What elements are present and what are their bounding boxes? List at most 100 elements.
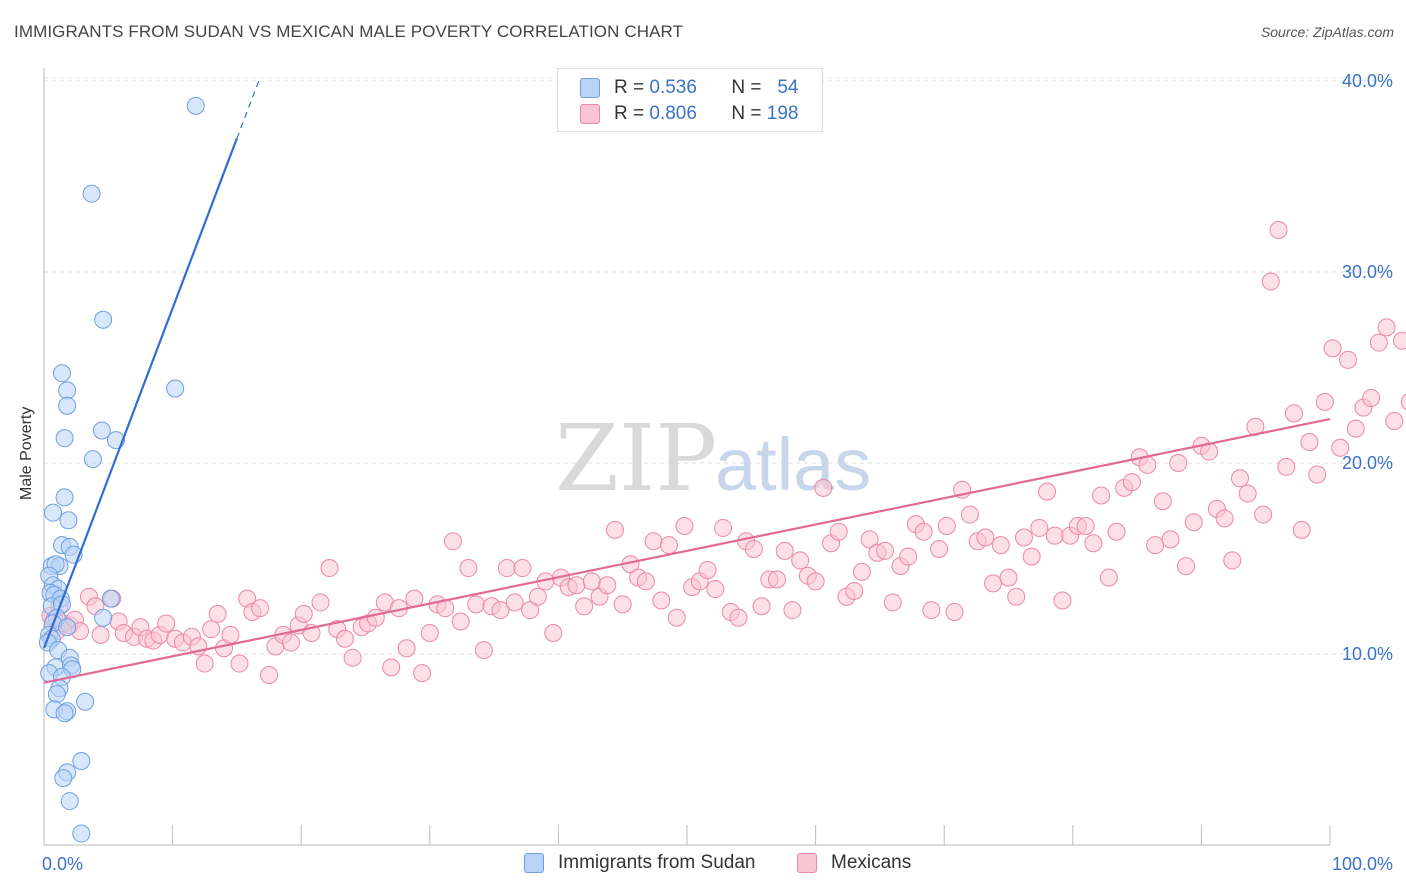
mexicans-point-173: [1339, 350, 1358, 369]
mexicans-point-60: [467, 595, 486, 614]
sudan-point-8: [92, 421, 111, 440]
mexicans-point-122: [945, 602, 964, 621]
mexicans-point-66: [513, 559, 532, 578]
mexicans-point-43: [335, 629, 354, 648]
sudan-points: [38, 96, 205, 843]
legend-r-label: R =: [614, 103, 645, 124]
sudan-point-2: [94, 310, 113, 329]
sudan-point-7: [55, 429, 74, 448]
chart-title: IMMIGRANTS FROM SUDAN VS MEXICAN MALE PO…: [14, 22, 684, 41]
mexicans-point-63: [491, 601, 510, 620]
mexicans-point-61: [474, 641, 493, 660]
mexicans-point-131: [1014, 528, 1033, 547]
mexicans-trend-line: [43, 417, 1331, 684]
y-tick-label-0: 10.0%: [1342, 644, 1393, 664]
mexicans-point-77: [598, 576, 617, 595]
legend-n-value-mexicans: 198: [766, 103, 799, 124]
mexicans-point-99: [768, 570, 787, 589]
mexicans-point-84: [652, 591, 671, 610]
legend-n-label: N =: [731, 77, 762, 98]
sudan-point-45: [76, 692, 95, 711]
mexicans-point-126: [976, 528, 995, 547]
mexicans-point-151: [1169, 454, 1188, 472]
mexicans-point-49: [382, 658, 401, 677]
series-swatch-mexicans: [797, 853, 817, 873]
mexicans-point-145: [1122, 473, 1141, 492]
mexicans-point-113: [876, 541, 895, 560]
mexicans-point-90: [698, 560, 717, 579]
sudan-point-49: [72, 751, 91, 770]
sudan-point-3: [53, 364, 72, 383]
mexicans-point-180: [1393, 331, 1406, 350]
mexicans-point-58: [451, 612, 470, 631]
mexicans-point-87: [675, 517, 694, 536]
mexicans-point-159: [1230, 469, 1249, 488]
mexicans-point-105: [814, 478, 833, 497]
mexicans-point-127: [984, 574, 1003, 593]
mexicans-point-163: [1261, 272, 1280, 291]
mexicans-point-65: [505, 593, 524, 612]
sudan-point-12: [44, 503, 63, 522]
mexicans-point-94: [729, 608, 748, 627]
legend-row-sudan: R = 0.536 N = 54: [580, 77, 798, 99]
y-tick-label-2: 30.0%: [1342, 262, 1393, 282]
mexicans-point-174: [1346, 419, 1365, 438]
mexicans-point-160: [1238, 484, 1257, 503]
mexicans-point-169: [1308, 465, 1327, 484]
series-legend-sudan[interactable]: Immigrants from Sudan: [524, 852, 755, 874]
mexicans-point-181: [1400, 393, 1406, 411]
mexicans-point-97: [752, 597, 771, 616]
mexicans-point-179: [1385, 411, 1404, 430]
mexicans-point-32: [251, 599, 270, 618]
x-tick-label-1: 100.0%: [1332, 854, 1393, 874]
mexicans-point-171: [1323, 339, 1342, 358]
series-swatch-sudan: [524, 853, 544, 873]
legend-n-value-sudan: 54: [777, 77, 799, 98]
sudan-point-5: [166, 379, 185, 398]
mexicans-point-140: [1084, 534, 1103, 553]
mexicans-point-83: [644, 532, 663, 551]
mexicans-point-96: [744, 539, 763, 558]
legend-n-label: N =: [731, 103, 762, 124]
mexicans-point-133: [1030, 518, 1049, 537]
mexicans-point-157: [1215, 509, 1234, 528]
mexicans-point-26: [208, 604, 227, 623]
mexicans-point-51: [397, 639, 416, 658]
sudan-point-33: [58, 618, 77, 637]
mexicans-point-111: [860, 530, 879, 549]
mexicans-point-116: [899, 547, 918, 566]
mexicans-point-47: [366, 608, 385, 627]
mexicans-point-86: [667, 608, 686, 627]
legend-r-label: R =: [614, 77, 645, 98]
source-label: Source: ZipAtlas.com: [1260, 24, 1394, 40]
sudan-trend-extension: [236, 80, 260, 139]
mexicans-point-28: [221, 625, 240, 644]
mexicans-point-142: [1099, 568, 1118, 587]
mexicans-point-100: [775, 541, 794, 560]
mexicans-point-168: [1300, 432, 1319, 451]
mexicans-point-153: [1184, 513, 1203, 532]
mexicans-point-10: [91, 625, 110, 644]
legend-swatch-mexicans: [580, 104, 600, 124]
x-tick-label-0: 0.0%: [42, 854, 83, 874]
mexicans-point-129: [999, 568, 1018, 587]
axes: [43, 68, 1331, 846]
sudan-point-53: [72, 824, 91, 843]
mexicans-point-33: [260, 666, 279, 685]
mexicans-point-136: [1053, 591, 1072, 610]
sudan-point-13: [59, 511, 78, 530]
correlation-legend: R = 0.536 N = 54 R = 0.806 N = 198: [557, 68, 823, 132]
mexicans-point-24: [195, 654, 214, 673]
mexicans-point-107: [829, 522, 848, 541]
series-label-mexicans: Mexicans: [831, 852, 912, 873]
mexicans-point-64: [497, 559, 516, 578]
mexicans-point-149: [1153, 492, 1172, 511]
series-legend-mexicans[interactable]: Mexicans: [797, 852, 911, 874]
mexicans-point-134: [1038, 482, 1057, 501]
watermark-atlas: atlas: [715, 423, 871, 506]
mexicans-point-170: [1315, 392, 1334, 411]
series-legend: Immigrants from Sudan Mexicans: [0, 852, 1406, 876]
mexicans-point-102: [791, 551, 810, 570]
mexicans-point-152: [1176, 557, 1195, 576]
